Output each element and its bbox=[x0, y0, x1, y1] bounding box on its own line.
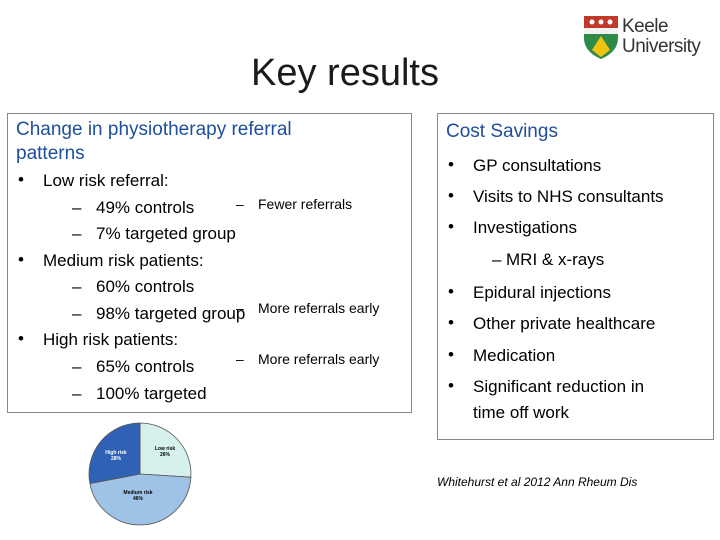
list-item: Other private healthcare bbox=[473, 314, 656, 333]
pie-label-low-risk: Low risk 26% bbox=[145, 446, 185, 458]
list-item: Visits to NHS consultants bbox=[473, 187, 664, 206]
list-item: 60% controls bbox=[96, 277, 195, 296]
logo-university-text: University bbox=[622, 36, 701, 57]
keele-university-logo: Keele University bbox=[582, 14, 707, 62]
list-item: 49% controls bbox=[96, 198, 195, 217]
list-item: Epidural injections bbox=[473, 283, 611, 302]
bullet-marker: • bbox=[18, 329, 24, 348]
pie-label-high-risk-name: High risk bbox=[105, 450, 127, 456]
citation: Whitehurst et al 2012 Ann Rheum Dis bbox=[437, 475, 638, 489]
bullet-marker: • bbox=[448, 186, 454, 205]
bullet-marker: • bbox=[18, 250, 24, 269]
left-heading-line1: Change in physiotherapy referral bbox=[16, 119, 292, 140]
dash-marker: – bbox=[72, 384, 82, 403]
pie-label-high-risk: High risk 28% bbox=[96, 450, 136, 462]
slide-title: Key results bbox=[251, 52, 439, 94]
note-fewer-referrals: Fewer referrals bbox=[258, 196, 353, 212]
bullet-marker: • bbox=[448, 345, 454, 364]
left-heading-line2: patterns bbox=[16, 143, 85, 164]
dash-marker: – bbox=[72, 304, 82, 323]
pie-label-low-risk-name: Low risk bbox=[154, 446, 176, 452]
dash-marker: – bbox=[492, 250, 502, 269]
dash-marker: – bbox=[72, 357, 82, 376]
list-item-continuation: time off work bbox=[473, 403, 570, 422]
bullet-marker: • bbox=[448, 217, 454, 236]
shield-icon bbox=[584, 16, 618, 59]
bullet-marker: • bbox=[448, 282, 454, 301]
bullet-marker: • bbox=[448, 313, 454, 332]
pie-slice-low-risk bbox=[139, 422, 192, 478]
note-dash: – bbox=[236, 196, 244, 212]
list-item: 7% targeted group bbox=[96, 224, 236, 243]
pie-slice-high-risk bbox=[88, 422, 141, 485]
risk-pie-chart bbox=[88, 422, 192, 526]
list-item: Investigations bbox=[473, 218, 577, 237]
list-item: GP consultations bbox=[473, 156, 602, 175]
list-item: Medium risk patients: bbox=[43, 251, 204, 270]
list-item: Significant reduction in bbox=[473, 377, 645, 396]
pie-label-low-risk-pct: 26% bbox=[159, 452, 170, 458]
list-item: High risk patients: bbox=[43, 330, 179, 349]
physio-referral-panel bbox=[7, 113, 412, 413]
pie-label-medium-risk-pct: 46% bbox=[132, 496, 143, 502]
list-item: 100% targeted bbox=[96, 384, 207, 403]
list-item: Low risk referral: bbox=[43, 171, 169, 190]
bullet-marker: • bbox=[448, 155, 454, 174]
note-more-referrals-high: More referrals early bbox=[258, 351, 380, 367]
pie-label-medium-risk-name: Medium risk bbox=[123, 490, 153, 496]
pie-label-medium-risk: Medium risk 46% bbox=[118, 490, 158, 502]
list-item: Medication bbox=[473, 346, 556, 365]
list-item: 65% controls bbox=[96, 357, 195, 376]
dash-marker: – bbox=[72, 224, 82, 243]
note-dash: – bbox=[236, 300, 244, 316]
dash-marker: – bbox=[72, 277, 82, 296]
bullet-marker: • bbox=[448, 376, 454, 395]
note-more-referrals-medium: More referrals early bbox=[258, 300, 380, 316]
bullet-marker: • bbox=[18, 170, 24, 189]
note-dash: – bbox=[236, 351, 244, 367]
right-heading: Cost Savings bbox=[446, 121, 558, 142]
cost-savings-panel bbox=[437, 113, 714, 440]
list-item: MRI & x-rays bbox=[506, 250, 605, 269]
dash-marker: – bbox=[72, 198, 82, 217]
logo-keele-text: Keele bbox=[622, 16, 669, 37]
pie-slice-medium-risk bbox=[89, 473, 192, 526]
list-item: 98% targeted group bbox=[96, 304, 246, 323]
pie-label-high-risk-pct: 28% bbox=[110, 456, 121, 462]
